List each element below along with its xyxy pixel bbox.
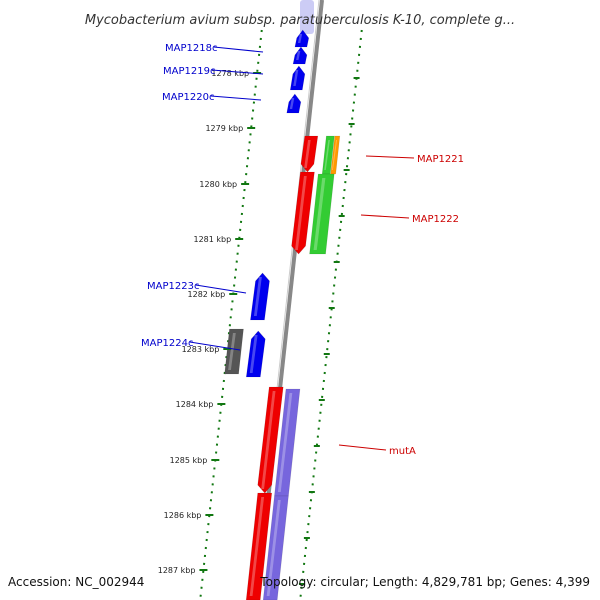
gene-label-muta: mutA: [389, 446, 416, 457]
scale-tick-label-4: 1281 kbp: [193, 235, 231, 244]
gene-purple-continued-sheen: [266, 500, 281, 596]
gene-map1222: [309, 173, 335, 255]
scale-tick-label-9: 1286 kbp: [164, 511, 202, 520]
gene-red-continued: [245, 492, 273, 600]
gene-map1223c: [250, 272, 270, 321]
gene-map1222-sheen: [313, 178, 326, 250]
gene-map1221-b-sheen: [295, 176, 307, 250]
gene-leader-map1219c: [211, 69, 264, 75]
gene-map1223c-sheen: [253, 277, 262, 316]
scale-tick-label-10: 1287 kbp: [158, 566, 196, 575]
topology-label: Topology: circular; Length: 4,829,781 bp…: [259, 575, 590, 589]
repeat-feature: [330, 135, 341, 175]
gene-purple-continued: [262, 495, 289, 600]
scale-tick-label-1: 1278 kbp: [211, 69, 249, 78]
gene-map1224c: [245, 330, 266, 378]
gene-label-map1219c: MAP1219c: [163, 66, 215, 77]
gene-map1220c: [286, 93, 302, 114]
scale-tick-label-2: 1279 kbp: [205, 124, 243, 133]
gene-label-map1220c: MAP1220c: [162, 92, 214, 103]
gene-map1219c: [292, 46, 308, 65]
gene-map1221-b: [291, 171, 315, 255]
gene-map1218c-sheen: [297, 34, 303, 43]
gene-muta-red-sheen: [261, 391, 276, 489]
gene-leader-map1223c: [195, 284, 247, 294]
gene-leader-map1222: [360, 214, 410, 219]
scale-tick-label-5: 1282 kbp: [188, 290, 226, 299]
gene-map1219c-sheen: [296, 51, 301, 60]
repeat-feature-sheen: [331, 140, 338, 170]
gene-muta-red: [257, 386, 284, 494]
gray-feature: [224, 328, 244, 375]
scale-tick-label-7: 1284 kbp: [176, 400, 214, 409]
label-layer: MAP1218c MAP1219c MAP1220c MAP1223c MAP1224c…: [141, 43, 464, 457]
scale-tick-label-3: 1280 kbp: [199, 180, 237, 189]
gene-map1219c-b: [289, 65, 306, 91]
gene-leader-map1224c: [189, 341, 241, 351]
gene-map1221-sheen: [304, 140, 311, 168]
gene-label-map1218c: MAP1218c: [165, 43, 217, 54]
gene-leader-map1220c: [210, 95, 262, 101]
gene-map1219c-b-sheen: [293, 70, 299, 86]
gene-red-continued-sheen: [249, 497, 265, 596]
gene-map1220c-sheen: [289, 98, 295, 109]
scale-tick-label-6: 1283 kbp: [182, 345, 220, 354]
gene-leader-muta: [338, 444, 387, 451]
genome-title: Mycobacterium avium subsp. paratuberculo…: [85, 13, 515, 28]
gene-label-map1222: MAP1222: [412, 214, 459, 225]
gene-label-map1223c: MAP1223c: [147, 281, 199, 292]
gene-label-map1221: MAP1221: [417, 154, 464, 165]
gene-map1224c-sheen: [249, 335, 258, 373]
scale-tick-label-8: 1285 kbp: [170, 456, 208, 465]
gray-feature-sheen: [228, 333, 236, 370]
rna-feature-top-sheen: [324, 140, 330, 170]
feature-layer: [224, 29, 341, 600]
gene-label-map1224c: MAP1224c: [141, 338, 193, 349]
tick-layer: 1278 kbp 1279 kbp 1280 kbp 1281 kbp 1282 kbp…: [158, 69, 360, 585]
gene-leader-map1218c: [213, 46, 264, 53]
gene-map1221: [300, 135, 319, 173]
accession-label: Accession: NC_002944: [8, 575, 144, 589]
backbone-cap: [300, 0, 314, 34]
gene-leader-map1221: [365, 155, 415, 159]
gene-muta-purple-sheen: [277, 393, 293, 492]
